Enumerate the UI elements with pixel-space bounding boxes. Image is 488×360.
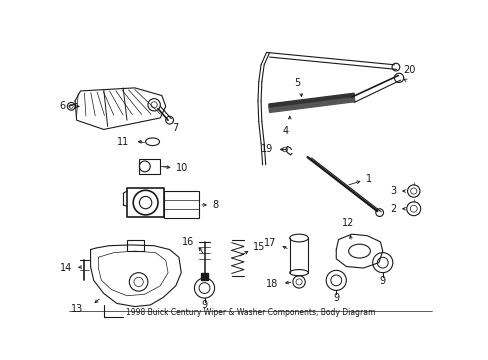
Text: 5: 5	[294, 78, 300, 88]
Bar	[127, 239, 144, 251]
Text: 15: 15	[253, 242, 265, 252]
Text: 8: 8	[212, 200, 218, 210]
Text: 9: 9	[201, 300, 207, 310]
Text: 14: 14	[60, 263, 72, 273]
Text: 3: 3	[390, 186, 396, 196]
Text: 13: 13	[70, 304, 82, 314]
Text: 4: 4	[282, 126, 288, 136]
Bar	[138, 159, 160, 174]
Text: 18: 18	[265, 279, 278, 289]
Text: 9: 9	[332, 293, 339, 303]
Polygon shape	[268, 93, 354, 107]
Text: 1998 Buick Century Wiper & Washer Components, Body Diagram: 1998 Buick Century Wiper & Washer Compon…	[125, 307, 374, 316]
Polygon shape	[200, 273, 208, 280]
Text: 17: 17	[264, 238, 276, 248]
Text: 2: 2	[389, 204, 396, 214]
Text: 7: 7	[172, 122, 178, 132]
Text: 12: 12	[341, 218, 353, 228]
Text: 16: 16	[182, 237, 194, 247]
Text: 11: 11	[117, 137, 129, 147]
Text: 6: 6	[59, 101, 65, 111]
Text: 10: 10	[176, 163, 188, 173]
Text: 20: 20	[403, 65, 415, 75]
Text: 9: 9	[379, 276, 385, 286]
Text: 19: 19	[261, 144, 273, 154]
Polygon shape	[268, 95, 354, 112]
Text: 1: 1	[365, 174, 371, 184]
Bar	[127, 188, 164, 217]
Bar	[164, 191, 199, 218]
